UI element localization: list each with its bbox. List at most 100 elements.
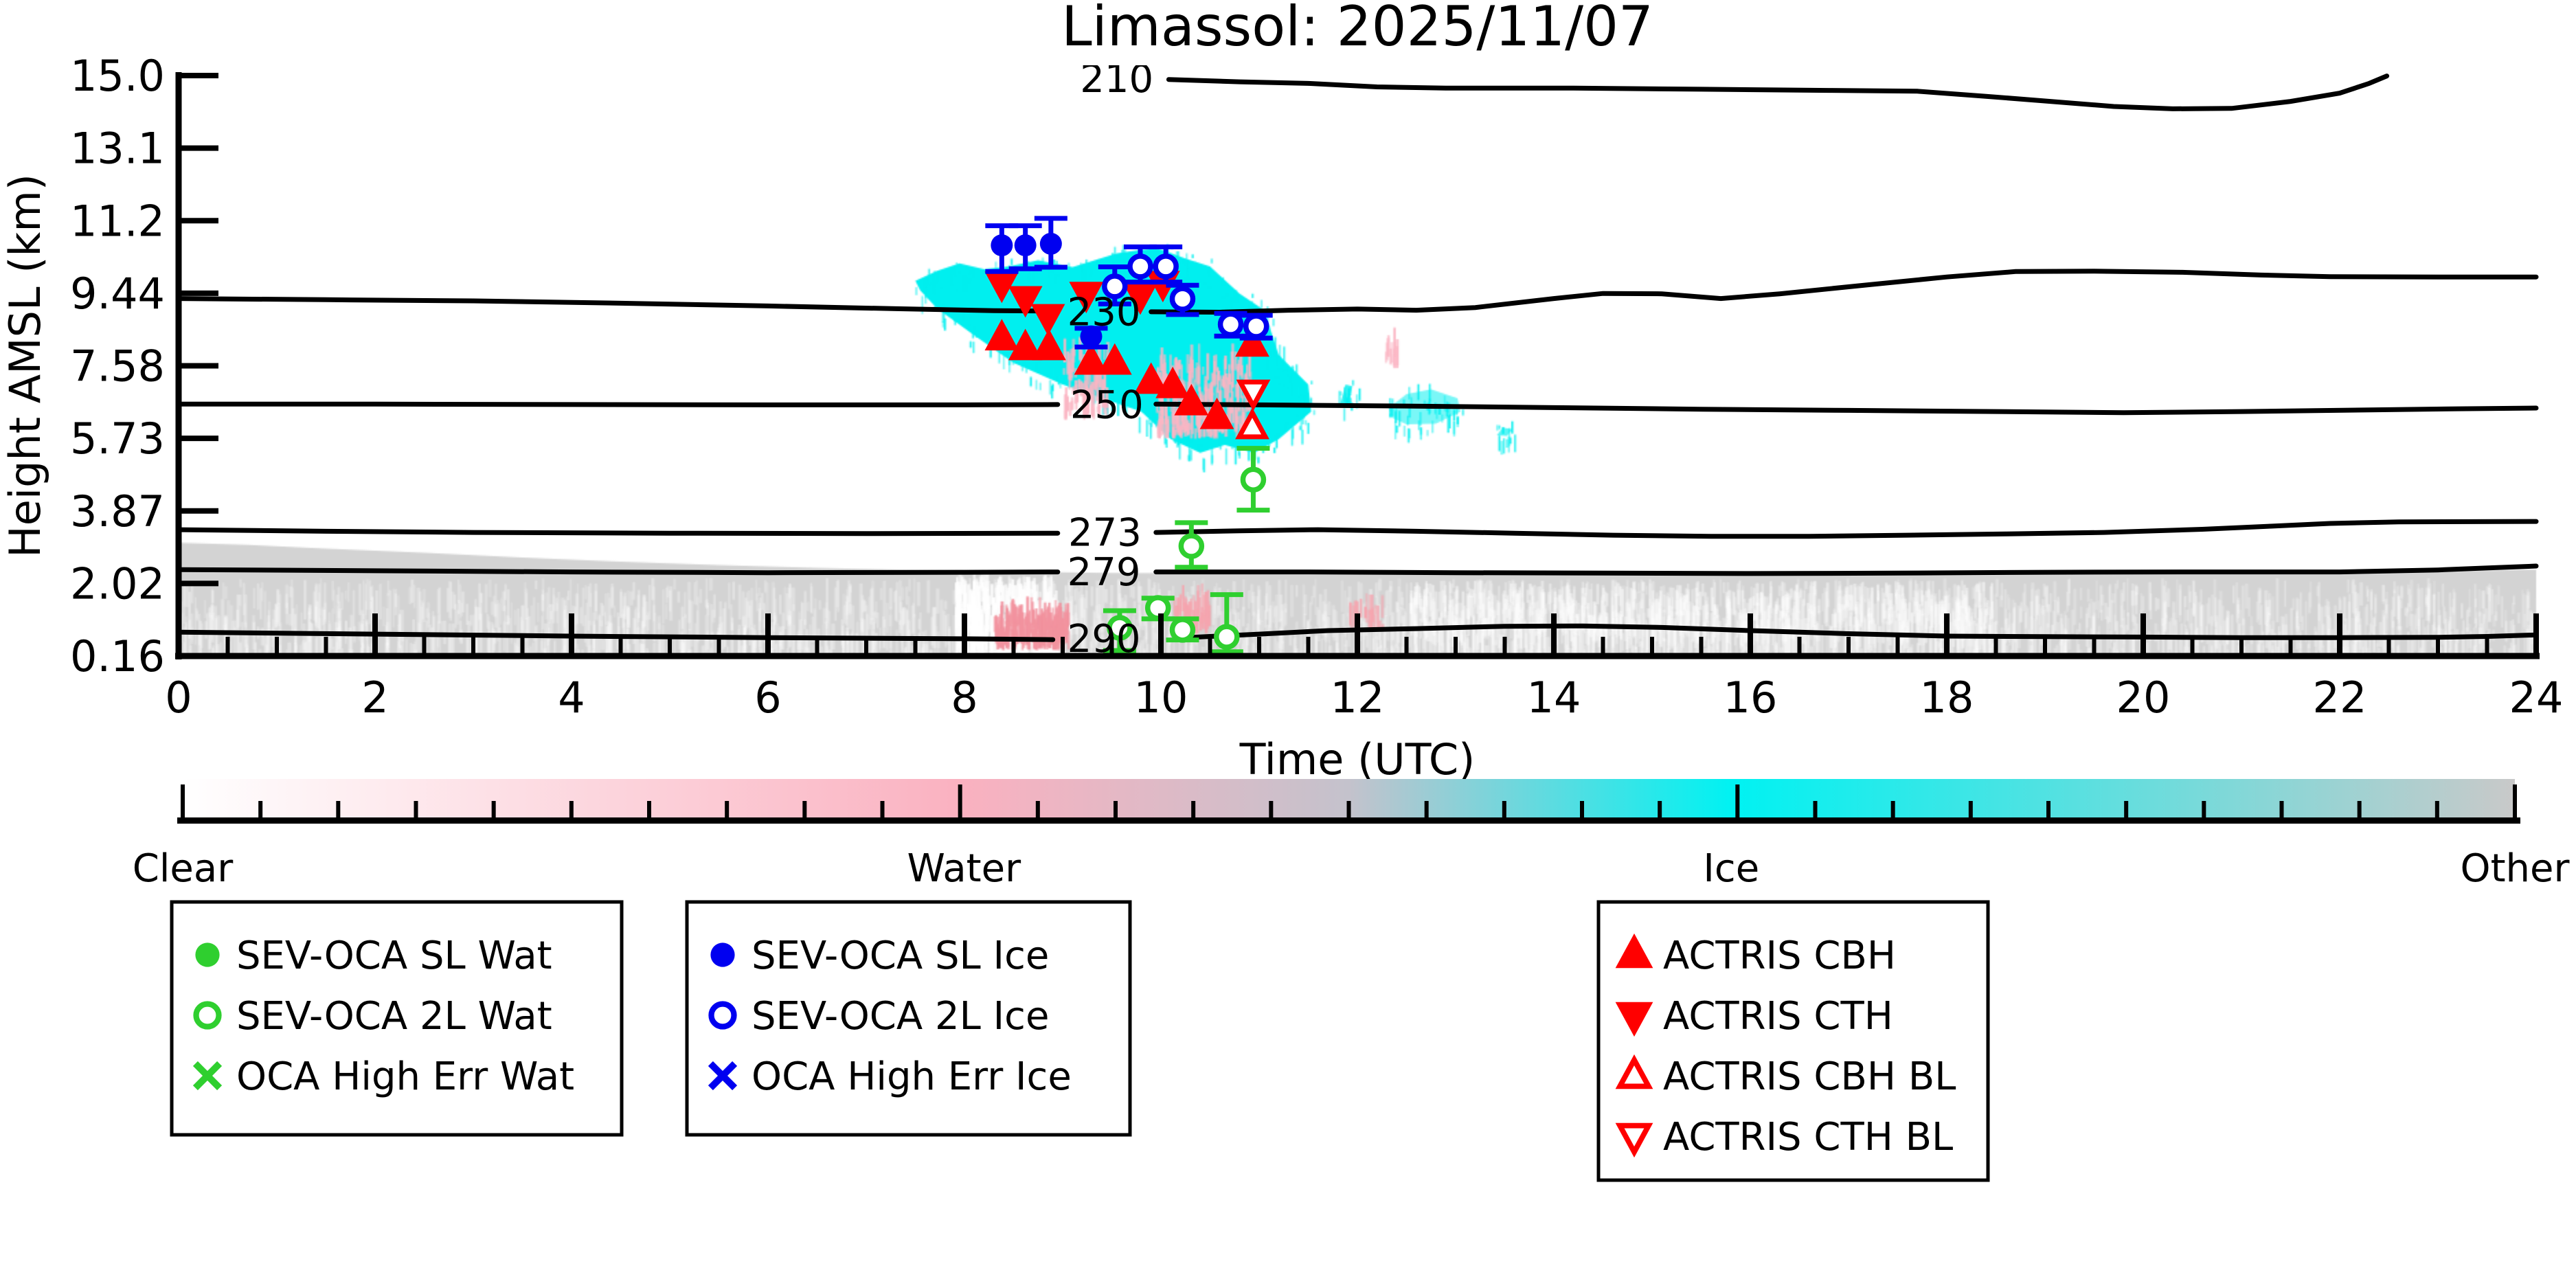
series-sev-oca-2l-ice [1098, 244, 1273, 341]
marker-circle-filled [195, 942, 220, 967]
legend-box-2: ACTRIS CBH ACTRIS CTH ACTRIS CBH BL ACTRIS … [1596, 900, 1990, 1182]
marker-circle-open [1243, 313, 1269, 339]
data-series [984, 216, 1273, 655]
x-tick-label: 10 [1134, 673, 1188, 723]
legend-item-sev-oca-sl-wat: SEV-OCA SL Wat [195, 934, 552, 978]
colorbar: Clear Water Ice Other [133, 779, 2570, 891]
x-tick-label: 12 [1331, 673, 1385, 723]
y-tick-label: 9.44 [70, 269, 165, 319]
marker-circle-open [1102, 273, 1128, 300]
marker-tri-up-filled [1615, 933, 1653, 969]
y-axis: 15.0 13.1 11.2 9.44 7.58 5.73 3.87 2.02 0.16 Heig… [0, 51, 218, 681]
marker-circle-open [1127, 253, 1153, 280]
marker-circle-open [1240, 466, 1267, 493]
x-tick-label: 4 [558, 673, 585, 723]
header: Limassol: 2025/11/07 [1061, 0, 1653, 58]
legend-item-label: ACTRIS CTH BL [1663, 1115, 1953, 1160]
isotherm-line-230 [1149, 269, 2539, 315]
marker-circle-open [708, 1001, 737, 1030]
isotherm-line-250 [1153, 401, 2539, 416]
legend-item-label: ACTRIS CBH [1663, 934, 1896, 978]
marker-tri-down-filled [1069, 282, 1104, 314]
legend-item-sev-oca-sl-ice: SEV-OCA SL Ice [710, 934, 1049, 978]
x-tick-label: 16 [1724, 673, 1778, 723]
marker-tri-up-filled [1008, 328, 1043, 361]
y-tick-label: 13.1 [70, 124, 165, 174]
series-actris-cth-bl [1236, 379, 1271, 411]
colorbar-spine [177, 817, 2520, 824]
marker-circle-open [1107, 615, 1133, 641]
contour-230 [176, 269, 2539, 315]
marker-circle-filled [1080, 325, 1103, 348]
marker-tri-up-filled [1155, 366, 1190, 398]
chart-title: Limassol: 2025/11/07 [1061, 0, 1653, 58]
legend-item-label: ACTRIS CTH [1663, 994, 1893, 1039]
legend-frame [170, 900, 624, 1137]
marker-circle-open [1144, 595, 1171, 621]
legend-item-actris-cth: ACTRIS CTH [1615, 994, 1893, 1039]
marker-circle-filled [1039, 232, 1062, 255]
marker-tri-down-filled [1123, 283, 1157, 315]
marker-tri-up-filled [1097, 343, 1132, 375]
legend-item-label: ACTRIS CBH BL [1663, 1054, 1956, 1099]
marker-circle-open [193, 1001, 222, 1030]
contour-279 [176, 563, 2539, 576]
isotherm-line-210 [1166, 74, 2390, 111]
marker-tri-down-open [1236, 379, 1271, 411]
isotherm-label-279: 279 [1067, 550, 1141, 595]
colorbar-label-other: Other [2460, 846, 2570, 891]
isotherm-label-230: 230 [1067, 290, 1141, 335]
y-tick-label: 5.73 [70, 414, 165, 464]
marker-circle-open [1169, 286, 1196, 312]
marker-tri-down-open [1615, 1122, 1653, 1158]
y-tick-label: 7.58 [70, 341, 165, 392]
x-tick-label: 14 [1527, 673, 1581, 723]
series-sev-oca-2l-wat [1103, 446, 1270, 655]
legend-item-oca-high-err-wat: OCA High Err Wat [192, 1054, 574, 1099]
contour-210 [1166, 74, 2390, 111]
marker-tri-up-filled [1199, 397, 1234, 429]
marker-circle-open [1214, 624, 1240, 650]
x-tick-label: 6 [754, 673, 781, 723]
colorbar-label-clear: Clear [133, 846, 234, 891]
marker-circle-open [1169, 617, 1196, 643]
marker-circle-filled [710, 942, 735, 967]
isotherm-line-279 [176, 567, 1061, 576]
marker-circle-filled [1014, 234, 1037, 257]
y-tick-label: 11.2 [70, 196, 165, 246]
x-tick-label: 18 [1920, 673, 1974, 723]
isotherm-label-250: 250 [1070, 383, 1144, 427]
marker-tri-up-filled [984, 319, 1019, 351]
x-tick-label: 2 [361, 673, 388, 723]
legend-item-sev-oca-2l-wat: SEV-OCA 2L Wat [193, 994, 552, 1039]
x-tick-label: 8 [951, 673, 978, 723]
legend-item-actris-cbh: ACTRIS CBH [1615, 933, 1896, 978]
marker-tri-down-filled [1615, 1002, 1653, 1037]
marker-tri-up-filled [1235, 325, 1269, 357]
x-axis-title: Time (UTC) [1239, 734, 1476, 784]
contour-273 [176, 519, 2539, 539]
series-sev-oca-sl-ice [985, 216, 1108, 350]
legend-frame [685, 900, 1132, 1137]
contour-lines [176, 74, 2539, 642]
isotherm-label-273: 273 [1068, 510, 1142, 555]
isotherm-line-273 [176, 527, 1061, 536]
colorbar-label-water: Water [907, 846, 1022, 891]
series-actris-cbh-bl [1235, 407, 1269, 440]
marker-circle-open [1178, 533, 1205, 559]
marker-tri-up-filled [1174, 383, 1209, 416]
x-tick-label: 22 [2313, 673, 2367, 723]
isotherm-line-273 [1153, 519, 2539, 539]
legend-item-oca-high-err-ice: OCA High Err Ice [708, 1054, 1072, 1099]
marker-tri-up-open [1615, 1054, 1653, 1089]
y-tick-label: 15.0 [70, 51, 165, 101]
legend-item-label: OCA High Err Ice [752, 1054, 1072, 1099]
marker-circle-open [1153, 253, 1179, 280]
isotherm-line-230 [176, 296, 1061, 314]
legend-item-label: OCA High Err Wat [236, 1054, 574, 1099]
marker-tri-down-filled [1030, 304, 1065, 336]
isotherm-line-250 [176, 401, 1061, 407]
